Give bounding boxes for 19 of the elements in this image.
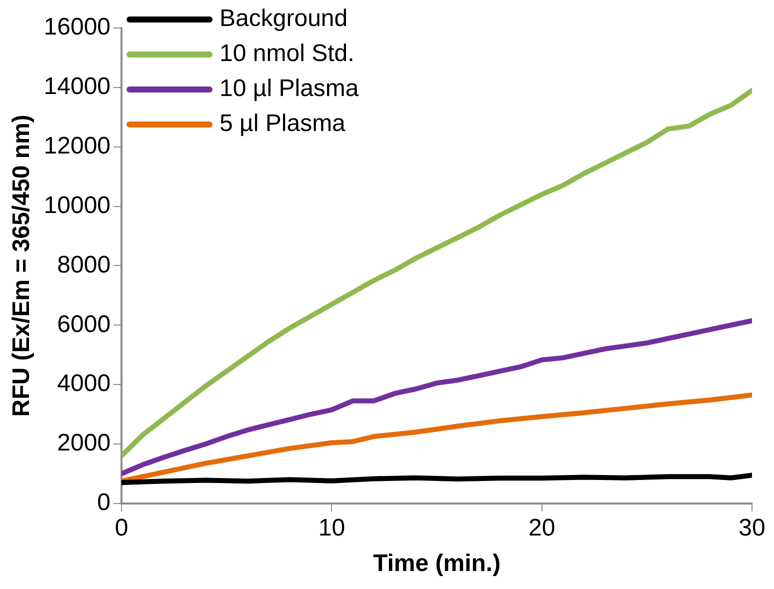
y-tick-label: 16000 bbox=[44, 14, 111, 41]
y-tick-label: 14000 bbox=[44, 73, 111, 100]
x-tick-label: 30 bbox=[738, 514, 766, 542]
y-tick-label: 8000 bbox=[57, 251, 111, 278]
x-axis-title: Time (min.) bbox=[372, 550, 501, 578]
y-tick-label: 6000 bbox=[57, 310, 111, 338]
y-axis-title: RFU (Ex/Em = 365/450 nm) bbox=[8, 114, 36, 417]
y-tick-label: 10000 bbox=[44, 192, 111, 219]
x-tick-label: 10 bbox=[318, 514, 346, 542]
y-tick-label: 4000 bbox=[57, 370, 111, 398]
x-tick-label: 0 bbox=[114, 514, 128, 542]
legend-label: 10 nmol Std. bbox=[220, 40, 354, 68]
y-tick-label: 2000 bbox=[57, 430, 111, 457]
legend-label: 10 µl Plasma bbox=[220, 75, 360, 102]
y-tick-label: 12000 bbox=[44, 132, 111, 160]
legend-label: 5 µl Plasma bbox=[220, 110, 346, 138]
x-tick-label: 20 bbox=[528, 514, 556, 542]
legend-label: Background bbox=[220, 5, 348, 32]
y-tick-label: 0 bbox=[97, 489, 111, 516]
